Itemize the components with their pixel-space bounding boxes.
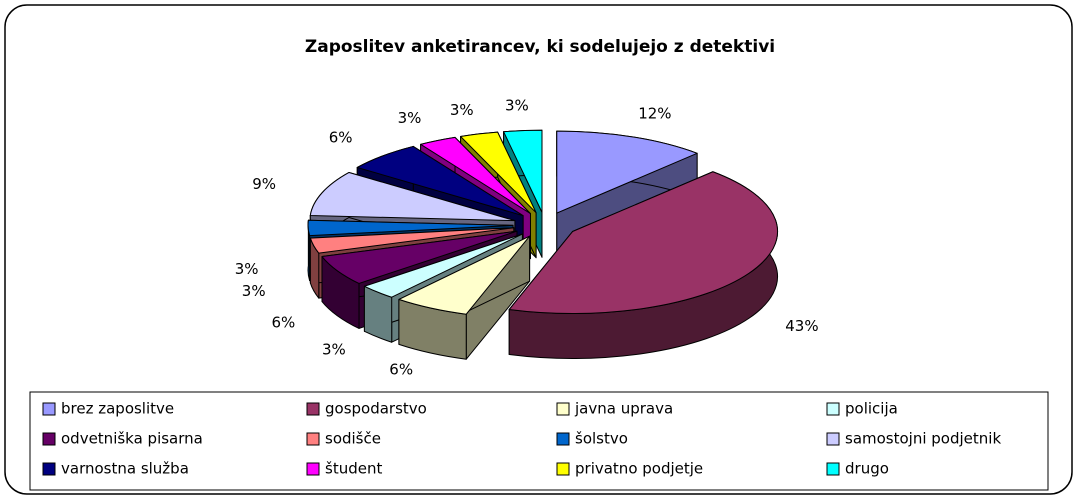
legend-swatch [42,432,56,446]
legend-label: sodišče [325,430,381,448]
legend-label: samostojni podjetnik [845,430,1001,448]
data-label: 6% [329,128,353,146]
legend-swatch [556,402,570,416]
legend-label: odvetniška pisarna [61,430,203,448]
data-label: 43% [785,317,818,335]
slice-top [420,136,531,215]
legend-swatch [556,462,570,476]
legend-label: šolstvo [575,430,628,448]
legend-label: študent [325,460,382,478]
slice-top [503,129,543,213]
legend-label: privatno podjetje [575,460,703,478]
slice-top [556,130,698,214]
legend-label: policija [845,400,898,418]
data-label: 6% [389,361,413,379]
data-label: 6% [272,314,296,332]
legend-label: drugo [845,460,889,478]
data-label: 3% [235,260,259,278]
legend-label: varnostna služba [61,460,189,478]
legend-swatch [42,462,56,476]
chart-title: Zaposlitev anketirancev, ki sodelujejo z… [305,37,775,57]
slice-top [309,171,516,222]
slice-top [321,230,518,284]
legend-label: gospodarstvo [325,400,427,418]
slice-top [307,219,514,237]
data-label: 12% [638,104,671,122]
data-label: 3% [450,101,474,119]
data-label: 3% [398,109,422,127]
slice-top [363,233,523,298]
legend-label: brez zaposlitve [61,400,174,418]
legend-box [29,391,1049,491]
slice [398,235,531,360]
slice-top [309,227,515,254]
data-label: 3% [505,97,529,115]
legend-swatch [306,402,320,416]
data-label: 9% [252,175,276,193]
data-label: 3% [242,282,266,300]
legend-label: javna uprava [574,400,673,418]
legend-swatch [826,462,840,476]
slice [508,171,779,359]
legend-swatch [826,402,840,416]
slice-top [508,171,779,314]
legend-swatch [306,432,320,446]
legend-swatch [306,462,320,476]
data-label: 3% [322,340,346,358]
slice-top [356,145,524,217]
slice [556,130,698,259]
legend-swatch [556,432,570,446]
slice-top [398,235,531,315]
legend-swatch [42,402,56,416]
legend-swatch [826,432,840,446]
slice-top [460,131,537,214]
